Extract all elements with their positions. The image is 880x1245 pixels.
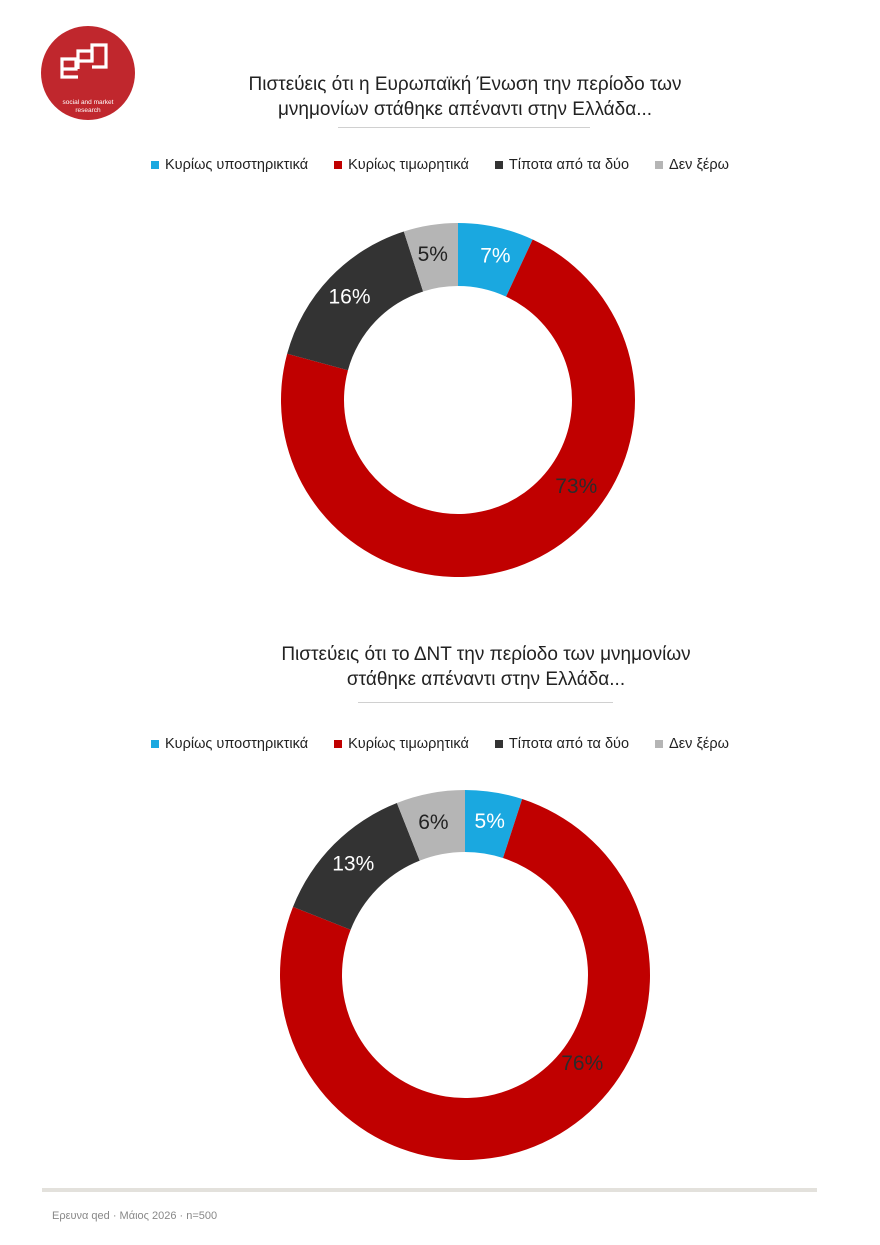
footer-rule xyxy=(42,1188,817,1192)
legend-swatch xyxy=(494,161,503,169)
legend-item-supportive: Κυρίως υποστηρικτικά xyxy=(151,157,308,173)
legend-label: Κυρίως τιμωρητικά xyxy=(348,736,469,752)
chart-1-title-line-2: μνημονίων στάθηκε απέναντι στην Ελλάδα..… xyxy=(277,99,653,120)
legend-swatch xyxy=(151,161,160,169)
data-label-punitive: 73% xyxy=(555,475,597,498)
chart-2-title: Πιστεύεις ότι το ΔΝΤ την περίοδο των μνη… xyxy=(211,642,761,692)
legend-label: Τίποτα από τα δύο xyxy=(508,157,630,173)
slice-neither xyxy=(292,802,420,930)
legend-swatch xyxy=(655,740,664,748)
legend-swatch xyxy=(494,740,503,748)
legend-swatch xyxy=(334,740,343,748)
slice-supportive xyxy=(465,790,523,859)
chart-2-title-line-1: Πιστεύεις ότι το ΔΝΤ την περίοδο των μνη… xyxy=(281,644,691,665)
chart-1-title: Πιστεύεις ότι η Ευρωπαϊκή Ένωση την περί… xyxy=(190,72,740,122)
chart-2-title-line-2: στάθηκε απέναντι στην Ελλάδα... xyxy=(346,669,626,690)
data-label-dont-know: 5% xyxy=(418,243,448,266)
slice-dont-know xyxy=(396,790,465,861)
legend-swatch xyxy=(334,161,343,169)
slice-neither xyxy=(287,231,424,371)
chart-2-title-rule xyxy=(358,702,613,703)
legend-label: Κυρίως υποστηρικτικά xyxy=(165,736,309,752)
slice-dont-know xyxy=(403,223,458,292)
logo-tagline-1: social and market xyxy=(63,99,114,106)
chart-2-donut: 5% 76% 13% 6% xyxy=(279,790,650,1160)
legend-label: Κυρίως υποστηρικτικά xyxy=(165,157,309,173)
logo-tagline-2: research xyxy=(75,107,101,114)
data-label-neither: 16% xyxy=(328,285,370,308)
data-label-neither: 13% xyxy=(332,852,374,875)
legend-label: Κυρίως τιμωρητικά xyxy=(348,157,469,173)
chart-1-donut: 7% 73% 16% 5% xyxy=(281,223,635,577)
legend-swatch xyxy=(151,740,160,748)
legend-label: Τίποτα από τα δύο xyxy=(508,736,630,752)
legend-item-punitive: Κυρίως τιμωρητικά xyxy=(334,157,469,173)
legend-item-dont-know: Δεν ξέρω xyxy=(655,157,729,173)
data-label-supportive: 7% xyxy=(480,245,510,268)
chart-1-title-rule xyxy=(338,127,590,128)
legend-item-neither: Τίποτα από τα δύο xyxy=(494,736,630,752)
chart-1-title-line-1: Πιστεύεις ότι η Ευρωπαϊκή Ένωση την περί… xyxy=(248,74,682,95)
chart-1-legend: Κυρίως υποστηρικτικά Κυρίως τιμωρητικά Τ… xyxy=(0,157,880,173)
legend-item-punitive: Κυρίως τιμωρητικά xyxy=(334,736,469,752)
slice-supportive xyxy=(458,223,533,297)
data-label-punitive: 76% xyxy=(561,1052,603,1075)
data-label-dont-know: 6% xyxy=(418,811,448,834)
legend-label: Δεν ξέρω xyxy=(669,736,729,752)
chart-2-legend: Κυρίως υποστηρικτικά Κυρίως τιμωρητικά Τ… xyxy=(0,736,880,752)
data-label-supportive: 5% xyxy=(475,810,505,833)
qed-logo: social and market research xyxy=(41,26,135,120)
legend-item-supportive: Κυρίως υποστηρικτικά xyxy=(151,736,308,752)
slice-punitive xyxy=(281,239,635,577)
legend-label: Δεν ξέρω xyxy=(669,157,729,173)
legend-item-dont-know: Δεν ξέρω xyxy=(655,736,729,752)
legend-item-neither: Τίποτα από τα δύο xyxy=(494,157,630,173)
legend-swatch xyxy=(655,161,664,169)
slice-punitive xyxy=(279,799,650,1160)
footer-note: Ερευνα qed · Μάιος 2026 · n=500 xyxy=(52,1210,218,1222)
